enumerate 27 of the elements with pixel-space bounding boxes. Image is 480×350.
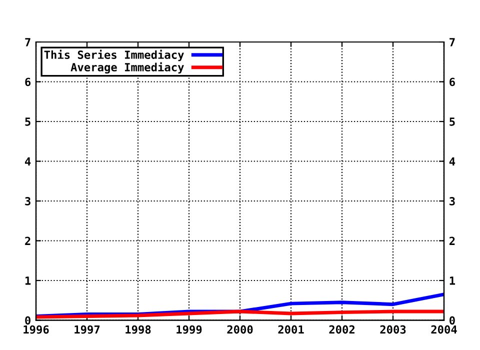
y2-tick-label: 1 [450, 276, 456, 285]
y-tick-label: 2 [25, 236, 30, 245]
x-tick-label: 2002 [329, 325, 354, 334]
y2-tick-label: 6 [450, 78, 455, 86]
x-tick-label: 1996 [24, 325, 49, 334]
legend-label: Average Immediacy [70, 62, 184, 74]
x-tick-label: 2004 [431, 325, 457, 334]
x-tick-label: 1997 [74, 325, 100, 334]
y2-tick-label: 3 [450, 196, 455, 206]
y-tick-label: 6 [25, 78, 31, 86]
y2-tick-label: 2 [449, 236, 455, 245]
y-tick-label: 7 [25, 38, 30, 46]
y-tick-label: 4 [25, 157, 31, 166]
y-tick-label: 5 [25, 118, 30, 126]
y2-tick-label: 4 [449, 157, 456, 166]
y2-tick-label: 7 [450, 38, 455, 46]
x-tick-label: 2000 [227, 325, 253, 334]
y-tick-label: 1 [25, 276, 31, 285]
x-tick-label: 1998 [126, 325, 151, 334]
legend-label: This Series Immediacy [44, 50, 184, 62]
x-tick-label: 1999 [176, 325, 202, 334]
y2-tick-label: 5 [450, 118, 455, 126]
x-tick-label: 2003 [380, 325, 406, 334]
y2-tick-label: 0 [450, 316, 455, 325]
y-tick-label: 3 [25, 196, 30, 206]
x-tick-label: 2001 [278, 325, 304, 334]
y-tick-label: 0 [25, 316, 30, 325]
